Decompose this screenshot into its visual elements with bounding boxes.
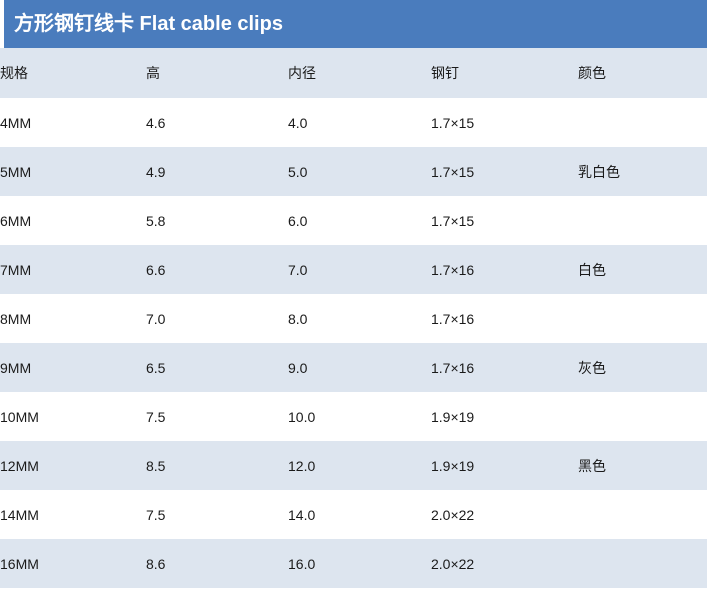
table-row: 14MM 7.5 14.0 2.0×22	[0, 490, 707, 539]
cell-nail: 1.7×15	[431, 114, 475, 131]
cell-height: 6.5	[146, 359, 166, 376]
table-body: 4MM 4.6 4.0 1.7×15 5MM 4.9 5.0 1.7×15 乳白…	[0, 98, 707, 588]
table-row: 8MM 7.0 8.0 1.7×16	[0, 294, 707, 343]
cell-color: 白色	[578, 261, 606, 278]
cell-spec: 6MM	[0, 212, 32, 229]
page-title: 方形钢钉线卡 Flat cable clips	[14, 13, 283, 35]
cell-inner-diameter: 14.0	[288, 506, 316, 523]
cell-spec: 8MM	[0, 310, 32, 327]
cell-inner-diameter: 4.0	[288, 114, 308, 131]
column-header-color: 颜色	[578, 65, 606, 81]
cell-height: 7.5	[146, 506, 166, 523]
cell-color: 黑色	[578, 457, 606, 474]
cell-spec: 16MM	[0, 555, 39, 572]
cell-color	[578, 539, 707, 588]
table-row: 9MM 6.5 9.0 1.7×16 灰色	[0, 343, 707, 392]
cell-nail: 1.9×19	[431, 457, 475, 474]
table-row: 6MM 5.8 6.0 1.7×15	[0, 196, 707, 245]
cell-height: 4.6	[146, 114, 166, 131]
cell-height: 6.6	[146, 261, 166, 278]
table-row: 12MM 8.5 12.0 1.9×19 黑色	[0, 441, 707, 490]
specification-table: 规格 高 内径 钢钉 颜色 4MM 4.6 4.0 1.7×15 5MM 4.9…	[0, 48, 707, 588]
cell-inner-diameter: 5.0	[288, 163, 308, 180]
cell-color: 乳白色	[578, 163, 620, 180]
cell-height: 5.8	[146, 212, 166, 229]
cell-spec: 5MM	[0, 163, 32, 180]
cell-nail: 1.7×16	[431, 359, 475, 376]
column-header-nail: 钢钉	[431, 65, 459, 81]
cell-height: 7.5	[146, 408, 166, 425]
cell-inner-diameter: 7.0	[288, 261, 308, 278]
column-header-inner-diameter: 内径	[288, 65, 316, 81]
cell-height: 7.0	[146, 310, 166, 327]
cell-color	[578, 196, 707, 245]
cell-inner-diameter: 8.0	[288, 310, 308, 327]
cell-spec: 4MM	[0, 114, 32, 131]
cell-spec: 14MM	[0, 506, 39, 523]
table-row: 16MM 8.6 16.0 2.0×22	[0, 539, 707, 588]
cell-inner-diameter: 9.0	[288, 359, 308, 376]
table-header-row: 规格 高 内径 钢钉 颜色	[0, 48, 707, 98]
table-row: 7MM 6.6 7.0 1.7×16 白色	[0, 245, 707, 294]
cell-spec: 9MM	[0, 359, 32, 376]
cell-color	[578, 392, 707, 441]
cell-height: 8.5	[146, 457, 166, 474]
cell-nail: 1.7×15	[431, 212, 475, 229]
cell-color	[578, 294, 707, 343]
cell-inner-diameter: 6.0	[288, 212, 308, 229]
cell-color	[578, 490, 707, 539]
cell-inner-diameter: 10.0	[288, 408, 316, 425]
cell-nail: 1.7×16	[431, 310, 475, 327]
column-header-height: 高	[146, 65, 160, 81]
cell-color	[578, 98, 707, 147]
cell-spec: 12MM	[0, 457, 39, 474]
cell-nail: 2.0×22	[431, 506, 475, 523]
column-header-spec: 规格	[0, 65, 28, 81]
cell-height: 4.9	[146, 163, 166, 180]
cell-nail: 1.9×19	[431, 408, 475, 425]
table-row: 4MM 4.6 4.0 1.7×15	[0, 98, 707, 147]
cell-nail: 1.7×16	[431, 261, 475, 278]
table-row: 10MM 7.5 10.0 1.9×19	[0, 392, 707, 441]
cell-spec: 10MM	[0, 408, 39, 425]
cell-nail: 2.0×22	[431, 555, 475, 572]
table-head: 规格 高 内径 钢钉 颜色	[0, 48, 707, 98]
cell-color: 灰色	[578, 359, 606, 376]
cell-nail: 1.7×15	[431, 163, 475, 180]
title-bar: 方形钢钉线卡 Flat cable clips	[4, 0, 707, 48]
cell-height: 8.6	[146, 555, 166, 572]
cell-spec: 7MM	[0, 261, 32, 278]
cell-inner-diameter: 16.0	[288, 555, 316, 572]
cell-inner-diameter: 12.0	[288, 457, 316, 474]
table-row: 5MM 4.9 5.0 1.7×15 乳白色	[0, 147, 707, 196]
